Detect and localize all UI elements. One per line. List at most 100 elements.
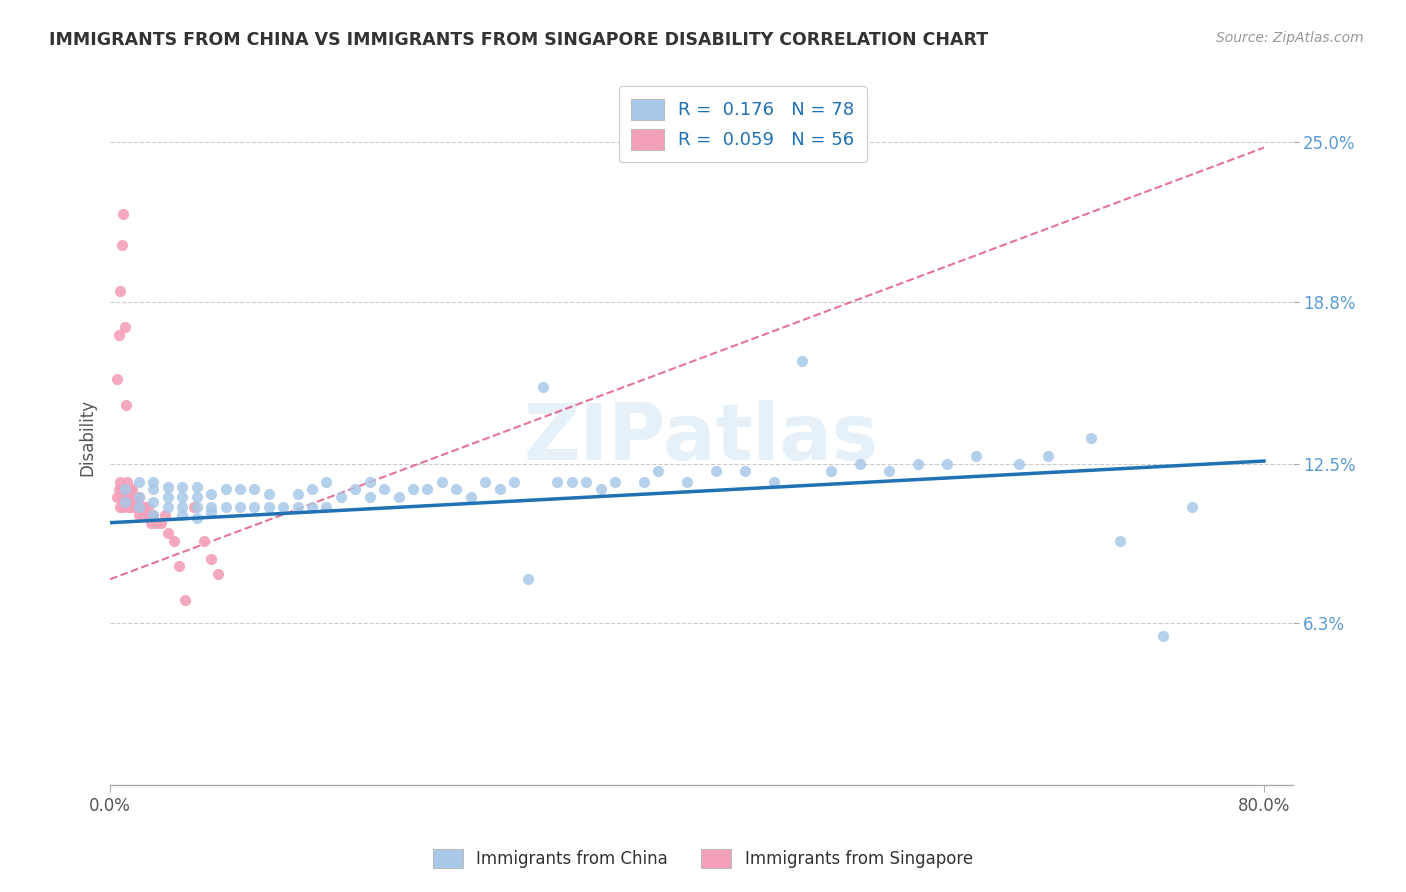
Point: [1181, 500, 1204, 515]
Point: [139, 516, 162, 530]
Point: [402, 483, 425, 497]
Point: [531, 379, 554, 393]
Point: [301, 483, 323, 497]
Point: [200, 551, 222, 566]
Point: [131, 500, 153, 515]
Point: [112, 207, 135, 221]
Point: [200, 487, 222, 501]
Point: [117, 475, 139, 489]
Point: [114, 483, 136, 497]
Point: [430, 475, 453, 489]
Point: [115, 397, 138, 411]
Point: [546, 475, 568, 489]
Point: [108, 483, 131, 497]
Point: [1108, 533, 1130, 548]
Point: [186, 500, 208, 515]
Point: [156, 480, 179, 494]
Point: [474, 475, 496, 489]
Text: ZIPatlas: ZIPatlas: [524, 400, 879, 476]
Point: [121, 500, 143, 515]
Point: [108, 328, 131, 343]
Point: [373, 483, 395, 497]
Point: [820, 464, 842, 478]
Point: [315, 475, 337, 489]
Point: [121, 490, 143, 504]
Point: [142, 475, 165, 489]
Point: [132, 508, 155, 522]
Point: [633, 475, 655, 489]
Point: [156, 490, 179, 504]
Point: [129, 500, 152, 515]
Point: [287, 487, 309, 501]
Point: [111, 238, 134, 252]
Y-axis label: Disability: Disability: [79, 400, 96, 476]
Point: [112, 500, 135, 515]
Point: [114, 490, 136, 504]
Text: Source: ZipAtlas.com: Source: ZipAtlas.com: [1216, 31, 1364, 45]
Point: [128, 490, 150, 504]
Point: [128, 475, 150, 489]
Point: [575, 475, 598, 489]
Point: [111, 490, 134, 504]
Point: [110, 475, 132, 489]
Point: [115, 483, 138, 497]
Point: [200, 505, 222, 519]
Point: [257, 500, 280, 515]
Point: [128, 508, 150, 522]
Point: [359, 490, 381, 504]
Point: [156, 526, 179, 541]
Point: [935, 457, 957, 471]
Point: [120, 500, 142, 515]
Point: [128, 490, 150, 504]
Point: [142, 508, 165, 522]
Point: [243, 483, 266, 497]
Point: [172, 500, 194, 515]
Point: [111, 483, 134, 497]
Point: [907, 457, 929, 471]
Point: [162, 533, 184, 548]
Point: [1008, 457, 1031, 471]
Point: [603, 475, 626, 489]
Point: [122, 490, 145, 504]
Point: [120, 483, 142, 497]
Point: [388, 490, 411, 504]
Point: [877, 464, 900, 478]
Point: [149, 516, 172, 530]
Point: [172, 480, 194, 494]
Point: [114, 320, 136, 334]
Point: [200, 500, 222, 515]
Point: [517, 572, 540, 586]
Text: IMMIGRANTS FROM CHINA VS IMMIGRANTS FROM SINGAPORE DISABILITY CORRELATION CHART: IMMIGRANTS FROM CHINA VS IMMIGRANTS FROM…: [49, 31, 988, 49]
Point: [488, 483, 510, 497]
Point: [589, 483, 612, 497]
Point: [115, 490, 138, 504]
Point: [110, 500, 132, 515]
Point: [359, 475, 381, 489]
Point: [1036, 449, 1059, 463]
Point: [207, 567, 229, 582]
Point: [344, 483, 367, 497]
Point: [676, 475, 699, 489]
Point: [114, 495, 136, 509]
Point: [105, 372, 128, 386]
Point: [271, 500, 294, 515]
Point: [186, 510, 208, 524]
Point: [110, 285, 132, 299]
Point: [142, 495, 165, 509]
Point: [287, 500, 309, 515]
Point: [193, 533, 215, 548]
Point: [315, 500, 337, 515]
Point: [127, 500, 149, 515]
Point: [503, 475, 526, 489]
Point: [186, 480, 208, 494]
Point: [329, 490, 352, 504]
Point: [849, 457, 872, 471]
Point: [124, 500, 146, 515]
Point: [125, 500, 148, 515]
Point: [153, 508, 176, 522]
Point: [136, 500, 159, 515]
Point: [183, 500, 205, 515]
Point: [174, 592, 197, 607]
Point: [229, 483, 252, 497]
Point: [118, 490, 141, 504]
